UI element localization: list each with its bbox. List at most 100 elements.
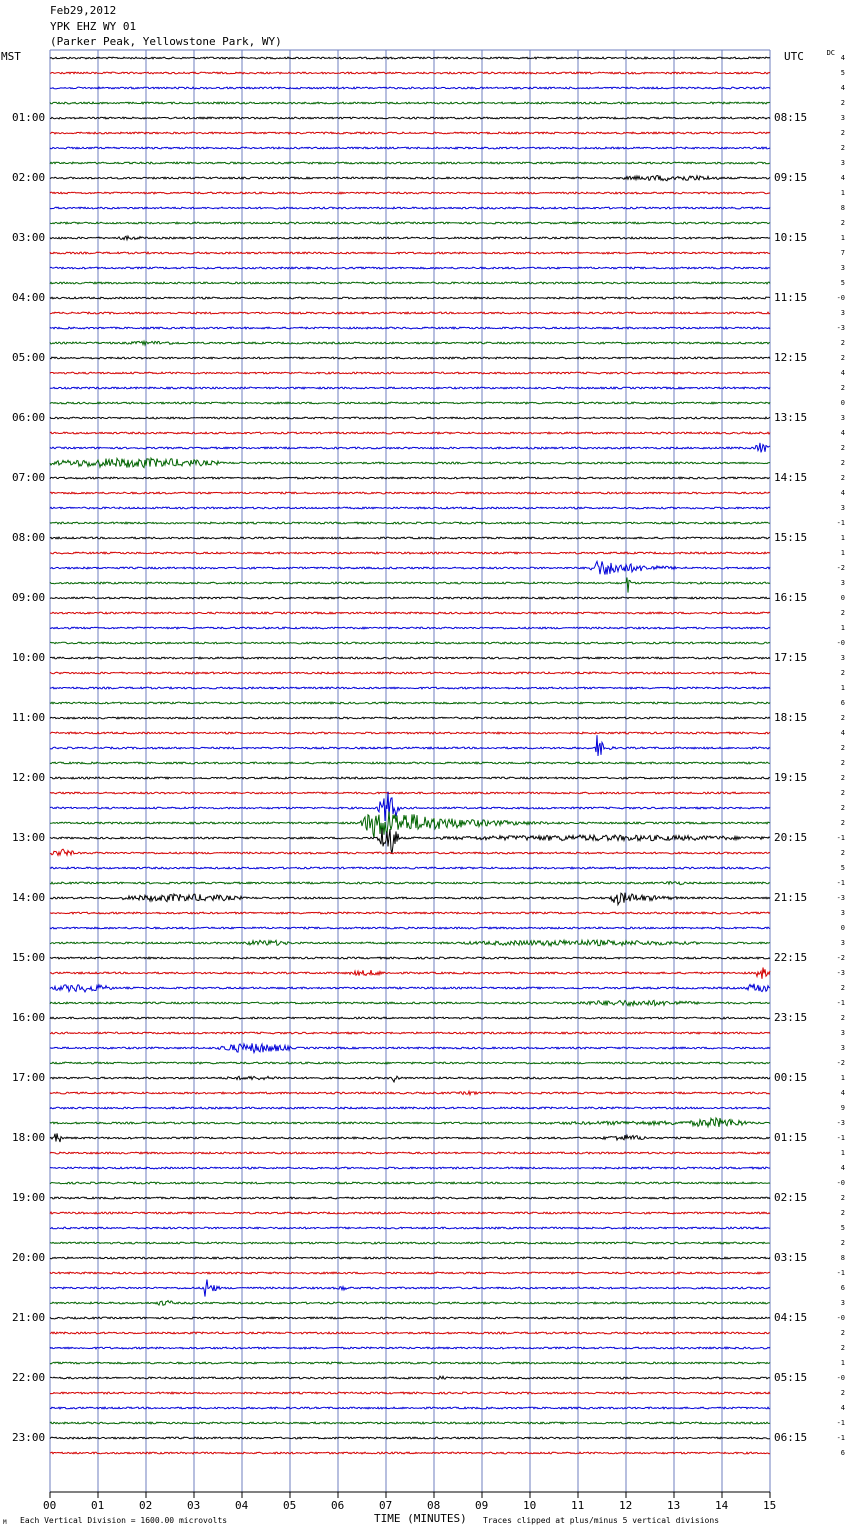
dc-offset-label: -0 bbox=[836, 639, 845, 647]
dc-offset-label: 6 bbox=[840, 1284, 845, 1292]
x-tick-label: 07 bbox=[379, 1499, 393, 1512]
trace-line bbox=[49, 146, 771, 150]
trace-line bbox=[49, 174, 771, 182]
trace-line bbox=[49, 431, 771, 435]
trace-line bbox=[49, 251, 771, 255]
hour-label-utc: 12:15 bbox=[774, 351, 808, 364]
trace-line bbox=[49, 536, 770, 540]
dc-offset-label: 4 bbox=[840, 429, 845, 437]
dc-offset-label: 2 bbox=[840, 129, 845, 137]
trace-line bbox=[49, 161, 771, 165]
trace-line bbox=[49, 828, 771, 854]
dc-offset-label: 2 bbox=[840, 1209, 845, 1217]
trace-line bbox=[49, 938, 771, 948]
trace-line bbox=[50, 86, 771, 90]
dc-offset-label: 1 bbox=[840, 684, 845, 692]
dc-offset-label: -2 bbox=[836, 564, 845, 572]
dc-offset-label: 5 bbox=[840, 279, 845, 287]
dc-offset-label: 2 bbox=[840, 849, 845, 857]
trace-line bbox=[49, 1421, 771, 1425]
trace-line bbox=[49, 1075, 771, 1084]
dc-offset-label: -1 bbox=[836, 1419, 845, 1427]
trace-line bbox=[49, 1016, 771, 1020]
dc-offset-label: 2 bbox=[840, 1239, 845, 1247]
dc-offset-label: -1 bbox=[836, 519, 845, 527]
hour-label-utc: 18:15 bbox=[774, 711, 808, 724]
dc-offset-label: -1 bbox=[836, 1134, 845, 1142]
trace-line bbox=[49, 1331, 770, 1335]
trace-line bbox=[49, 56, 771, 60]
dc-offset-label: 5 bbox=[840, 69, 845, 77]
dc-offset-label: 3 bbox=[840, 909, 845, 917]
dc-offset-label: -3 bbox=[836, 969, 845, 977]
dc-offset-label: -1 bbox=[836, 1269, 845, 1277]
trace-line bbox=[49, 281, 771, 285]
dc-offset-label: 2 bbox=[840, 759, 845, 767]
hour-label-mst: 15:00 bbox=[12, 951, 46, 964]
dc-offset-label: 4 bbox=[840, 1089, 845, 1097]
trace-line bbox=[49, 401, 771, 405]
x-tick-label: 00 bbox=[43, 1499, 57, 1512]
dc-offset-label: 3 bbox=[840, 159, 845, 167]
dc-offset-label: 2 bbox=[840, 1014, 845, 1022]
trace-line bbox=[49, 476, 771, 480]
dc-offset-label: 4 bbox=[840, 369, 845, 377]
dc-offset-label: 2 bbox=[840, 339, 845, 347]
trace-line bbox=[50, 911, 771, 915]
trace-line bbox=[49, 1391, 771, 1395]
trace-line bbox=[49, 191, 771, 195]
station-location: (Parker Peak, Yellowstone Park, WY) bbox=[50, 35, 282, 48]
dc-offset-label: 2 bbox=[840, 1329, 845, 1337]
dc-offset-label: 0 bbox=[840, 399, 845, 407]
hour-label-mst: 11:00 bbox=[12, 711, 46, 724]
dc-offset-label: 3 bbox=[840, 939, 845, 947]
trace-line bbox=[49, 701, 771, 705]
dc-offset-label: 1 bbox=[840, 189, 845, 197]
hour-label-utc: 06:15 bbox=[774, 1431, 808, 1444]
x-tick-label: 12 bbox=[619, 1499, 633, 1512]
hour-label-utc: 20:15 bbox=[774, 831, 808, 844]
trace-line bbox=[49, 521, 771, 525]
hour-label-utc: 16:15 bbox=[774, 591, 808, 604]
hour-label-mst: 05:00 bbox=[12, 351, 46, 364]
dc-offset-label: -0 bbox=[836, 1179, 845, 1187]
trace-line bbox=[49, 1346, 771, 1350]
trace-line bbox=[49, 506, 771, 510]
x-tick-label: 02 bbox=[139, 1499, 153, 1512]
trace-line bbox=[49, 339, 770, 347]
dc-offset-label: 3 bbox=[840, 114, 845, 122]
hour-label-mst: 22:00 bbox=[12, 1371, 46, 1384]
x-tick-label: 05 bbox=[283, 1499, 297, 1512]
trace-line bbox=[49, 1211, 771, 1215]
plot-date: Feb29,2012 bbox=[50, 4, 117, 17]
hour-label-utc: 09:15 bbox=[774, 171, 808, 184]
hour-label-utc: 17:15 bbox=[774, 651, 808, 664]
hour-label-utc: 00:15 bbox=[774, 1071, 808, 1084]
trace-line bbox=[49, 266, 771, 270]
dc-offset-label: 6 bbox=[840, 699, 845, 707]
trace-line bbox=[49, 1299, 770, 1307]
dc-offset-label: 1 bbox=[840, 1074, 845, 1082]
trace-line bbox=[49, 456, 771, 469]
hour-label-utc: 08:15 bbox=[774, 111, 808, 124]
x-axis-title: TIME (MINUTES) bbox=[374, 1512, 467, 1525]
trace-line bbox=[49, 983, 771, 993]
dc-offset-label: 9 bbox=[840, 1104, 845, 1112]
hour-label-mst: 04:00 bbox=[12, 291, 46, 304]
x-tick-label: 08 bbox=[427, 1499, 441, 1512]
trace-line bbox=[49, 967, 771, 979]
trace-line bbox=[49, 1151, 771, 1155]
clip-note: Traces clipped at plus/minus 5 vertical … bbox=[483, 1516, 720, 1525]
dc-offset-label: 2 bbox=[840, 669, 845, 677]
hour-label-utc: 22:15 bbox=[774, 951, 808, 964]
x-tick-label: 04 bbox=[235, 1499, 249, 1512]
dc-offset-label: -0 bbox=[836, 1314, 845, 1322]
hour-label-utc: 03:15 bbox=[774, 1251, 808, 1264]
dc-offset-label: 1 bbox=[840, 534, 845, 542]
hour-label-utc: 23:15 bbox=[774, 1011, 808, 1024]
dc-offset-label: 2 bbox=[840, 789, 845, 797]
hour-label-utc: 13:15 bbox=[774, 411, 808, 424]
hour-label-mst: 18:00 bbox=[12, 1131, 46, 1144]
dc-offset-label: 5 bbox=[840, 1224, 845, 1232]
